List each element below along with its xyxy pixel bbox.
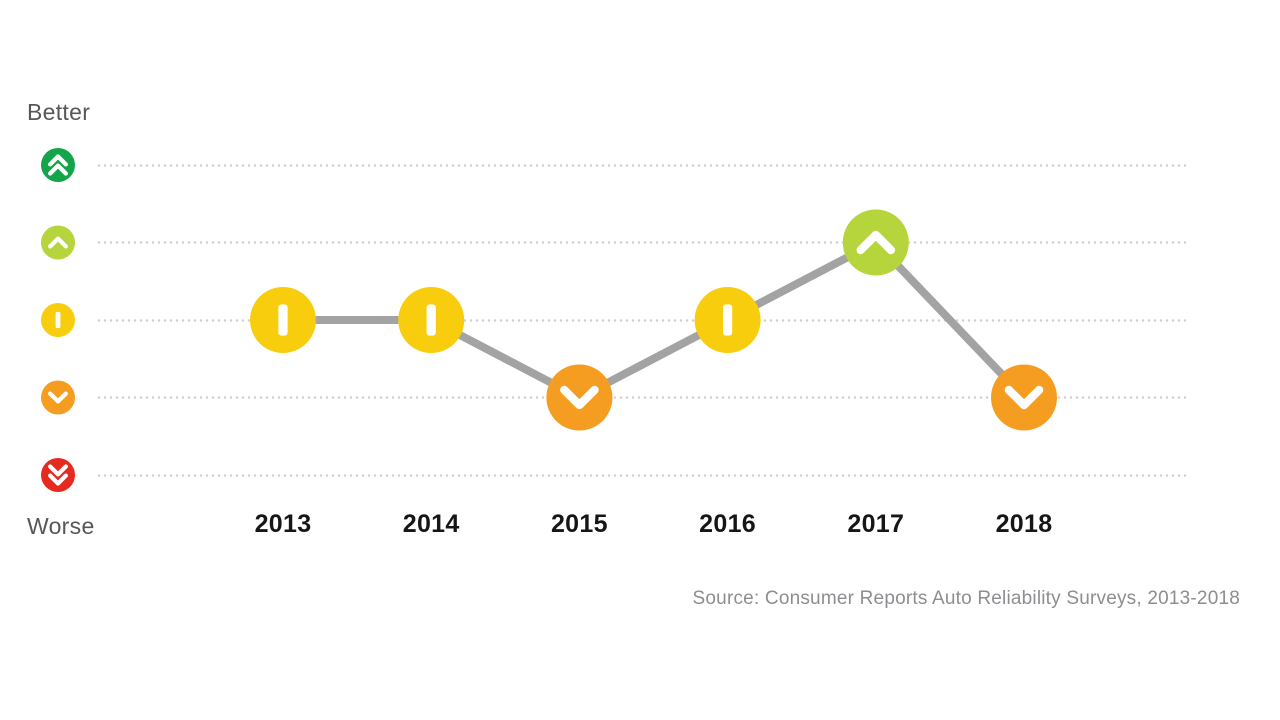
y-axis-label-better: Better [27, 99, 91, 125]
double-chevron-down-icon [41, 458, 75, 492]
double-chevron-up-icon [41, 148, 75, 182]
vertical-bar-icon [41, 303, 75, 337]
data-point-2017 [842, 209, 909, 276]
chevron-up-icon [41, 225, 75, 260]
chevron-down-icon [41, 380, 75, 415]
x-axis-label-2018: 2018 [995, 510, 1053, 538]
gridline-level-1 [96, 473, 1186, 477]
data-point-2015 [546, 364, 613, 431]
data-point-2018 [991, 364, 1057, 431]
y-axis-label-worse: Worse [27, 513, 95, 539]
x-axis-label-2016: 2016 [699, 510, 756, 538]
x-axis-label-2013: 2013 [254, 510, 312, 538]
trend-line [283, 237, 1027, 403]
data-point-2014 [398, 287, 465, 353]
x-axis-label-2014: 2014 [402, 510, 460, 538]
gridline-level-4 [96, 241, 1186, 244]
gridline-level-3 [96, 318, 1186, 322]
gridline-level-2 [96, 396, 1186, 399]
x-axis-label-2017: 2017 [847, 510, 905, 538]
source-citation: Source: Consumer Reports Auto Reliabilit… [692, 588, 1240, 609]
x-axis-label-2015: 2015 [550, 510, 608, 538]
data-point-2016 [694, 287, 761, 353]
gridline-level-5 [96, 163, 1186, 167]
data-point-2013 [250, 287, 316, 353]
